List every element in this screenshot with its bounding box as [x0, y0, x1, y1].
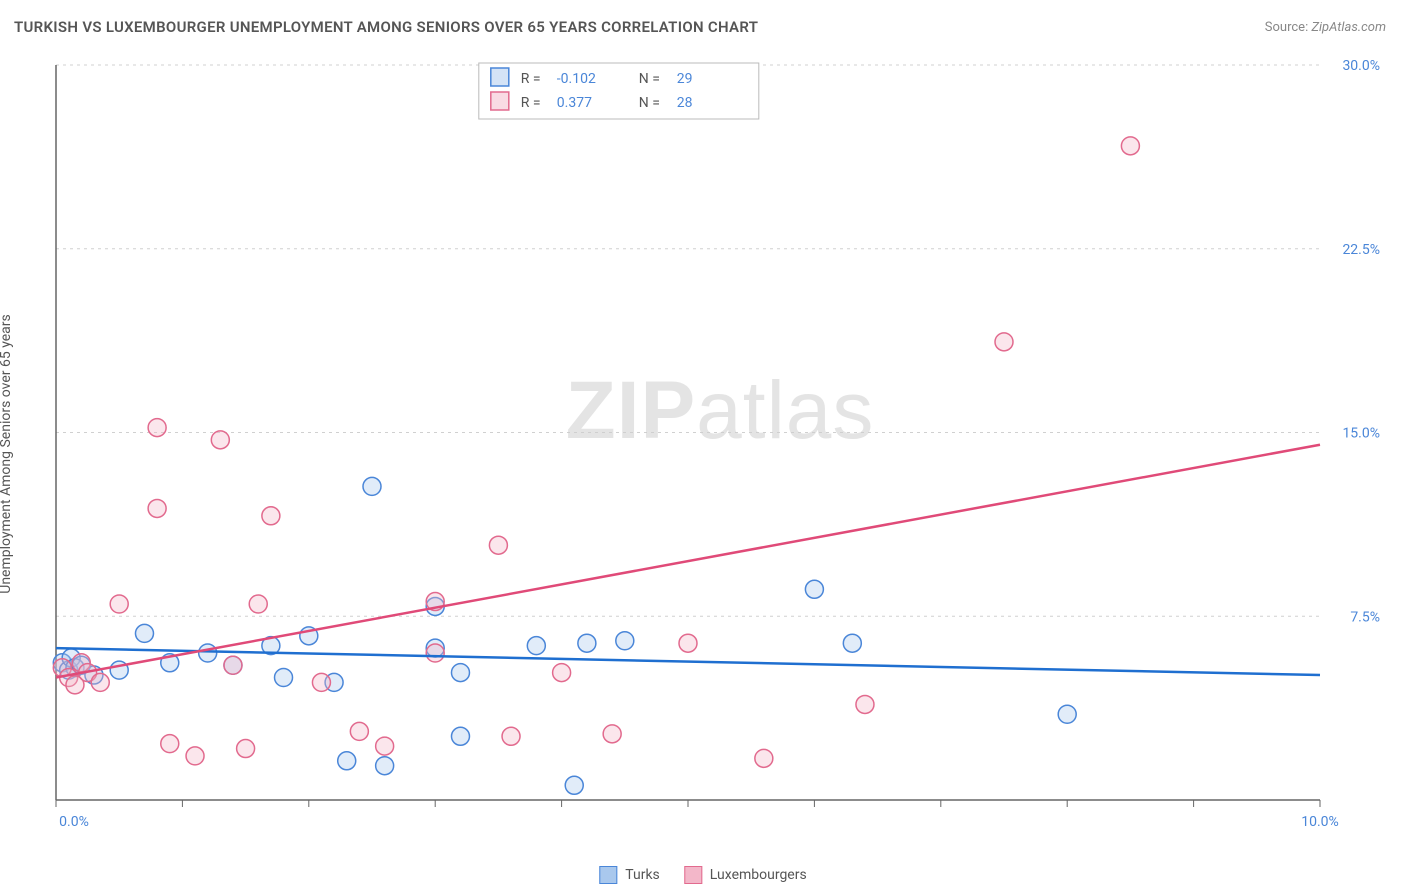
data-point	[616, 632, 634, 650]
data-point	[451, 727, 469, 745]
chart-title: TURKISH VS LUXEMBOURGER UNEMPLOYMENT AMO…	[14, 18, 758, 36]
svg-text:22.5%: 22.5%	[1342, 242, 1380, 258]
data-point	[679, 634, 697, 652]
data-point	[553, 664, 571, 682]
data-point	[489, 536, 507, 554]
svg-text:15.0%: 15.0%	[1342, 426, 1380, 442]
data-point	[224, 656, 242, 674]
data-point	[451, 664, 469, 682]
legend-swatch-turks	[599, 866, 617, 884]
data-point	[91, 673, 109, 691]
plot-svg: 7.5% 15.0% 22.5% 30.0% 0.0% 10.0% R = -0.102 N =…	[50, 55, 1390, 845]
data-point	[211, 431, 229, 449]
data-point	[249, 595, 267, 613]
stats-legend-swatch	[491, 68, 509, 86]
data-point	[237, 740, 255, 758]
svg-text:10.0%: 10.0%	[1301, 814, 1339, 830]
data-point	[275, 669, 293, 687]
legend-swatch-luxembourgers	[684, 866, 702, 884]
data-point	[312, 673, 330, 691]
legend-label-turks: Turks	[625, 867, 660, 883]
data-point	[135, 624, 153, 642]
legend-item-luxembourgers: Luxembourgers	[684, 866, 807, 884]
data-point	[426, 644, 444, 662]
plot-area: ZIPatlas 7.5%15.0%22.5%30.0%0.0%10.0%R =…	[50, 55, 1390, 845]
legend-item-turks: Turks	[599, 866, 660, 884]
data-point	[186, 747, 204, 765]
data-point	[578, 634, 596, 652]
svg-text:N =: N =	[639, 95, 660, 111]
source-value: ZipAtlas.com	[1311, 20, 1386, 35]
svg-text:R =: R =	[521, 95, 541, 111]
bottom-legend: Turks Luxembourgers	[599, 866, 806, 884]
data-point	[856, 695, 874, 713]
data-point	[995, 333, 1013, 351]
svg-text:0.377: 0.377	[557, 95, 592, 111]
source-label: Source:	[1265, 20, 1308, 35]
svg-text:29: 29	[677, 71, 693, 87]
data-point	[603, 725, 621, 743]
data-point	[502, 727, 520, 745]
svg-text:R =: R =	[521, 71, 541, 87]
data-point	[148, 419, 166, 437]
svg-text:7.5%: 7.5%	[1350, 609, 1380, 625]
data-point	[376, 757, 394, 775]
stats-legend-swatch	[491, 92, 509, 110]
data-point	[262, 507, 280, 525]
svg-text:-0.102: -0.102	[557, 71, 596, 87]
data-point	[199, 644, 217, 662]
svg-text:28: 28	[677, 95, 693, 111]
data-point	[338, 752, 356, 770]
data-point	[527, 637, 545, 655]
y-axis-label: Unemployment Among Seniors over 65 years	[0, 314, 14, 594]
svg-text:30.0%: 30.0%	[1342, 58, 1380, 74]
chart-container: TURKISH VS LUXEMBOURGER UNEMPLOYMENT AMO…	[0, 0, 1406, 892]
data-point	[565, 776, 583, 794]
data-point	[843, 634, 861, 652]
data-point	[755, 749, 773, 767]
data-point	[805, 580, 823, 598]
data-point	[1121, 137, 1139, 155]
legend-label-luxembourgers: Luxembourgers	[710, 867, 807, 883]
data-point	[1058, 705, 1076, 723]
data-point	[363, 477, 381, 495]
svg-text:0.0%: 0.0%	[59, 814, 89, 830]
data-point	[148, 499, 166, 517]
source-attribution: Source: ZipAtlas.com	[1265, 20, 1386, 35]
data-point	[376, 737, 394, 755]
data-point	[350, 722, 368, 740]
svg-text:N =: N =	[639, 71, 660, 87]
data-point	[161, 735, 179, 753]
data-point	[110, 595, 128, 613]
